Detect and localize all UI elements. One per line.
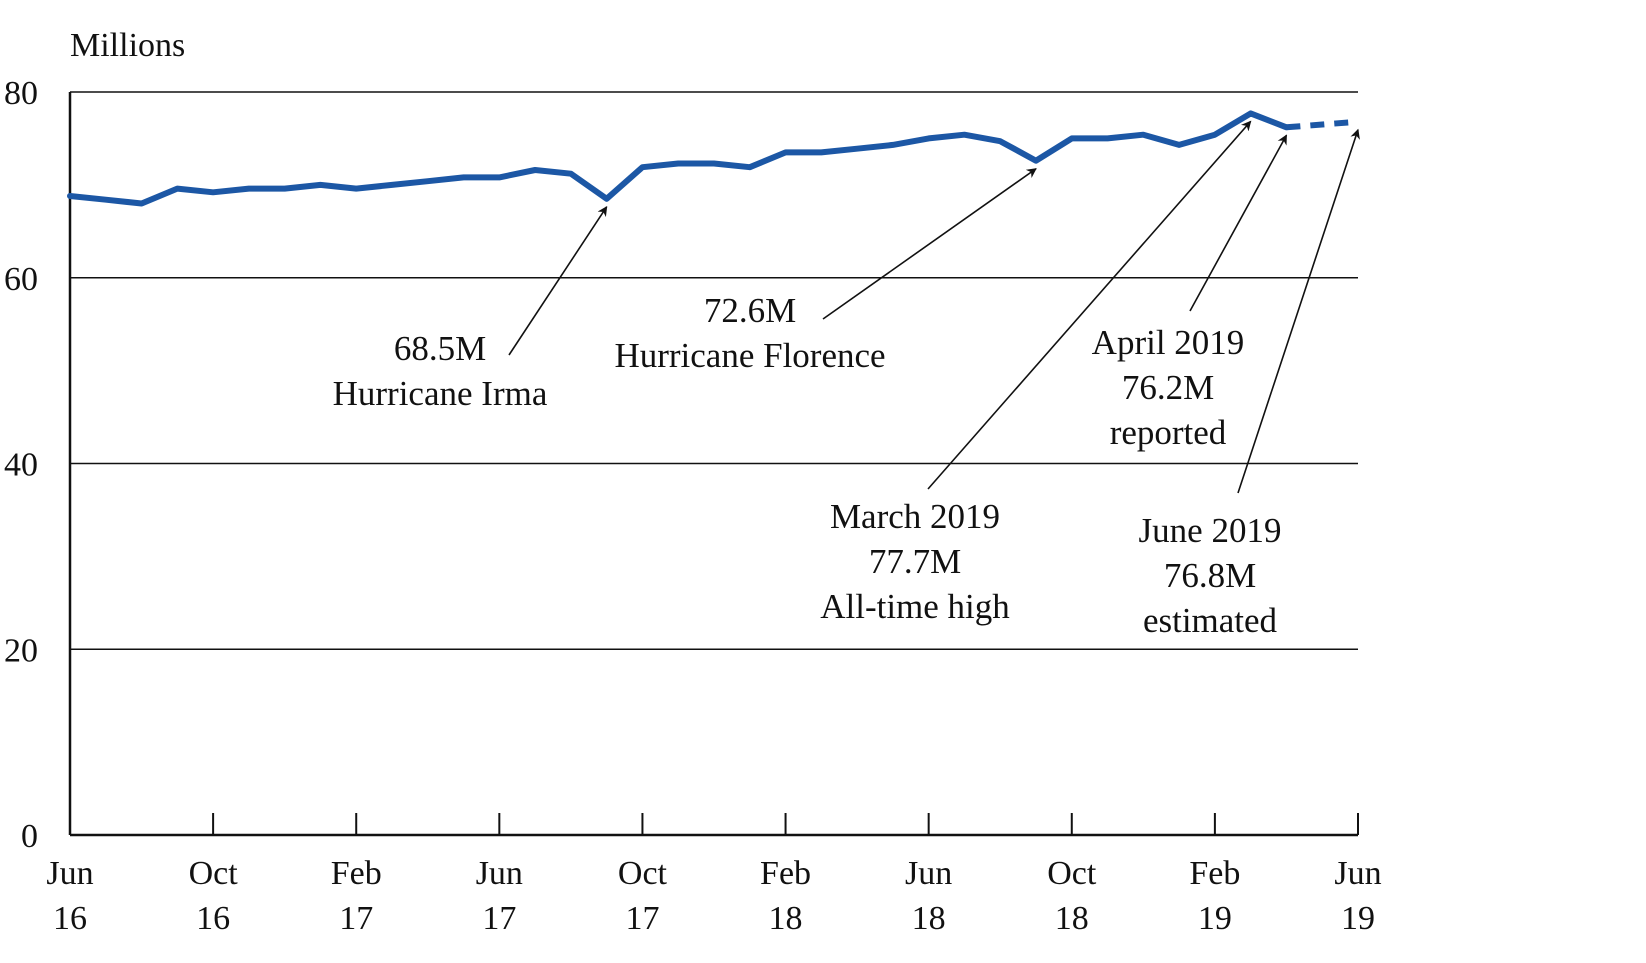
annotation-arrow xyxy=(1189,134,1288,312)
annotation-text: March 2019 xyxy=(830,497,1000,536)
x-tick-label-year: 18 xyxy=(1055,900,1089,937)
gridlines xyxy=(70,91,1358,650)
x-tick-label-month: Oct xyxy=(618,855,668,892)
annotation-text: 76.8M xyxy=(1164,556,1256,595)
annotation-text: 76.2M xyxy=(1122,368,1214,407)
x-tick-label-year: 16 xyxy=(196,900,230,937)
annotation-text: reported xyxy=(1110,413,1227,452)
x-tick-label-year: 17 xyxy=(339,900,373,937)
annotation-5: June 2019 76.8M estimated xyxy=(1139,128,1360,640)
x-tick-label-year: 17 xyxy=(625,900,659,937)
annotation-arrow xyxy=(1237,128,1360,494)
annotation-text: All-time high xyxy=(820,587,1010,626)
annotation-text: 77.7M xyxy=(869,542,961,581)
x-tick-label-year: 16 xyxy=(53,900,87,937)
annotation-text: 68.5M xyxy=(394,329,486,368)
annotation-arrow xyxy=(822,168,1037,320)
annotations: 68.5M Hurricane Irma 72.6M Hurricane Floren… xyxy=(333,120,1360,640)
annotation-2: 72.6M Hurricane Florence xyxy=(614,168,1037,375)
y-tick-label-60: 60 xyxy=(4,261,38,298)
annotation-arrow xyxy=(508,205,608,356)
annotation-text: Hurricane Florence xyxy=(614,336,885,375)
x-tick-label-year: 17 xyxy=(482,900,516,937)
x-tick-label-year: 18 xyxy=(769,900,803,937)
x-tick-label-month: Oct xyxy=(1047,855,1097,892)
x-tick-label-month: Oct xyxy=(189,855,239,892)
annotation-3: March 2019 77.7M All-time high xyxy=(820,120,1252,626)
y-axis-unit-label: Millions xyxy=(70,27,185,64)
series-line-dashed xyxy=(1286,118,1359,131)
y-tick-label-80: 80 xyxy=(4,75,38,112)
x-tick-label-year: 18 xyxy=(912,900,946,937)
x-tick-label-year: 19 xyxy=(1341,900,1375,937)
annotation-text: 72.6M xyxy=(704,291,796,330)
x-tick-label-year: 19 xyxy=(1198,900,1232,937)
x-tick-label-month: Feb xyxy=(331,855,382,892)
annotation-text: April 2019 xyxy=(1092,323,1245,362)
series-line-solid xyxy=(67,110,1290,207)
x-tick-label-month: Jun xyxy=(1334,855,1381,892)
x-tick-label-month: Jun xyxy=(905,855,952,892)
y-tick-label-20: 20 xyxy=(4,632,38,669)
x-tick-label-month: Feb xyxy=(1189,855,1240,892)
annotation-text: Hurricane Irma xyxy=(333,374,548,413)
y-tick-label-0: 0 xyxy=(21,818,38,855)
series-layer xyxy=(67,110,1359,207)
x-tick-label-month: Jun xyxy=(476,855,523,892)
annotation-1: 68.5M Hurricane Irma xyxy=(333,205,608,413)
x-tick-label-month: Feb xyxy=(760,855,811,892)
annotation-text: estimated xyxy=(1143,601,1278,640)
x-tick-label-month: Jun xyxy=(46,855,93,892)
y-tick-label-40: 40 xyxy=(4,447,38,484)
annotation-arrow xyxy=(927,120,1252,490)
annotation-text: June 2019 xyxy=(1139,511,1282,550)
axes: 0 20 40 60 80 Jun 16 Oct 16 Feb 17 Jun 17 Oct 17 Feb 18 J… xyxy=(4,75,1382,937)
annotation-4: April 2019 76.2M reported xyxy=(1092,134,1288,452)
